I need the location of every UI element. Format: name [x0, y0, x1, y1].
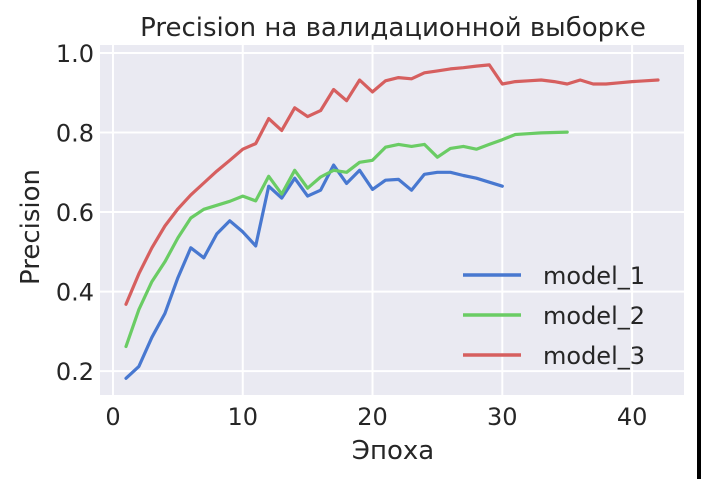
y-tick-label: 0.8 [56, 120, 94, 148]
y-axis-label: Precision [16, 169, 46, 285]
chart-title: Precision на валидационной выборке [140, 13, 646, 43]
y-tick-label: 0.6 [56, 199, 94, 227]
x-axis-label: Эпоха [352, 436, 434, 466]
legend-label: model_1 [543, 262, 645, 290]
y-axis-ticks: 0.2 0.4 0.6 0.8 1.0 [56, 40, 94, 386]
x-tick-label: 30 [487, 403, 518, 431]
x-tick-label: 20 [357, 403, 388, 431]
x-tick-label: 0 [105, 403, 120, 431]
x-tick-label: 10 [227, 403, 258, 431]
y-tick-label: 0.4 [56, 279, 94, 307]
y-tick-label: 1.0 [56, 40, 94, 68]
window-edge [697, 0, 701, 479]
x-tick-label: 40 [617, 403, 648, 431]
x-axis-ticks: 0 10 20 30 40 [105, 403, 647, 431]
legend-label: model_3 [543, 342, 645, 370]
legend-label: model_2 [543, 302, 645, 330]
y-tick-label: 0.2 [56, 358, 94, 386]
